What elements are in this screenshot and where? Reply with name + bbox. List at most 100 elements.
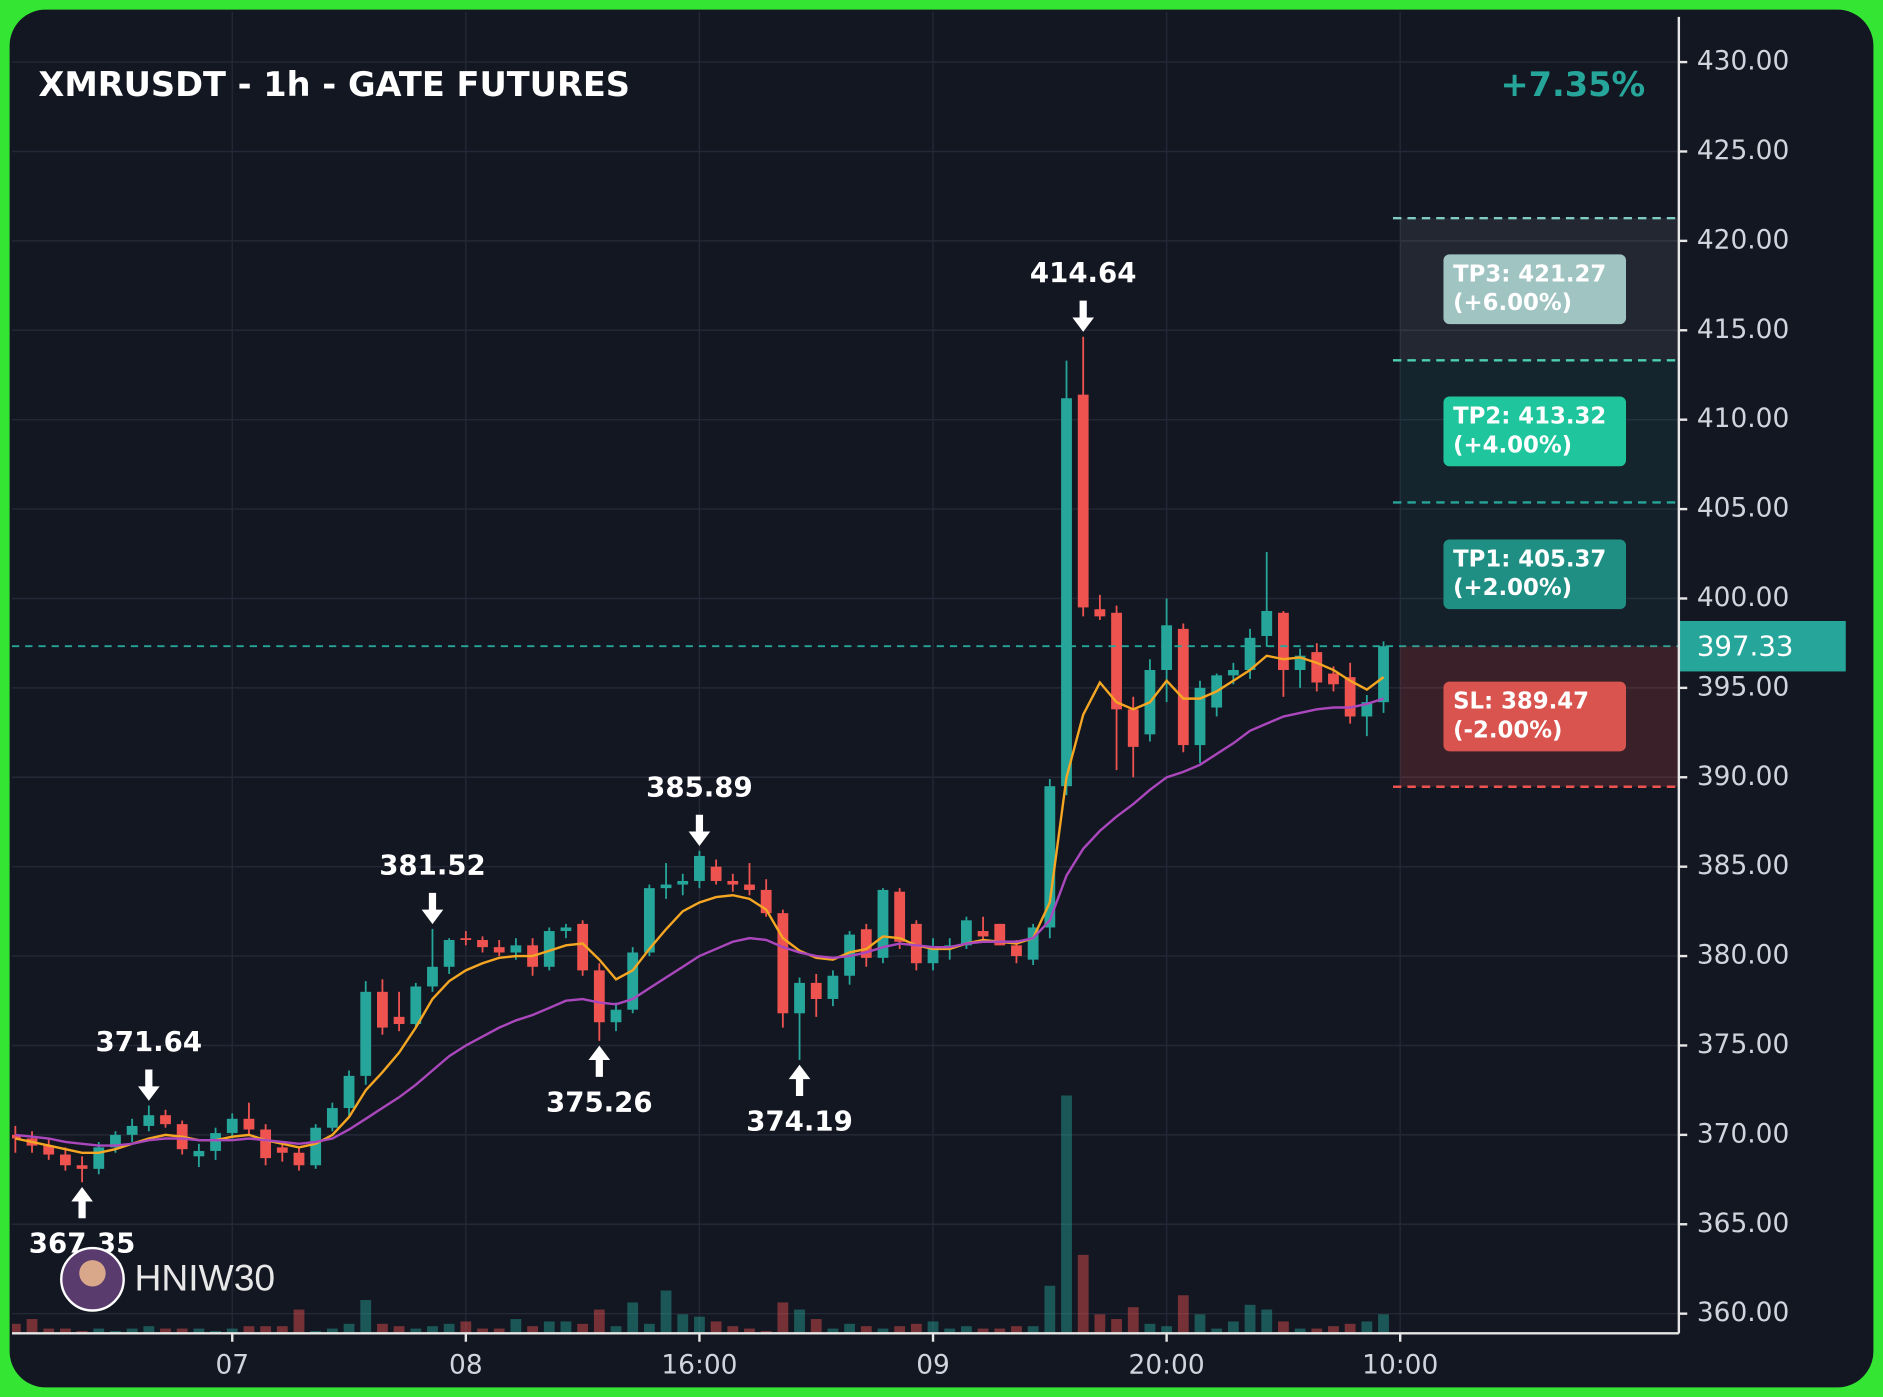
candle-body — [727, 880, 739, 885]
volume-bar — [1127, 1307, 1139, 1334]
volume-bar — [894, 1326, 906, 1334]
x-tick-label: 20:00 — [1129, 1349, 1205, 1380]
volume-bar — [1344, 1323, 1356, 1334]
volume-bar — [243, 1326, 255, 1334]
plot-area — [12, 336, 1389, 1334]
x-tick-label: 16:00 — [661, 1349, 737, 1380]
volume-bar — [927, 1321, 939, 1334]
candle-body — [1061, 398, 1072, 787]
volume-bar — [1077, 1254, 1089, 1334]
volume-bar — [410, 1328, 422, 1334]
candle-body — [427, 966, 438, 987]
chart-title: XMRUSDT - 1h - GATE FUTURES — [38, 65, 630, 104]
candle-body — [360, 991, 372, 1076]
volume-bar — [510, 1319, 522, 1334]
marker-arrow — [421, 892, 444, 925]
volume-bar — [276, 1326, 288, 1334]
candle-body — [293, 1152, 305, 1166]
candle-body — [977, 931, 989, 937]
last-price-box — [1678, 620, 1846, 672]
volume-bar — [1094, 1314, 1106, 1334]
volume-bar — [160, 1328, 171, 1334]
x-tick-label: 07 — [215, 1349, 249, 1380]
candle-body — [794, 982, 805, 1014]
volume-bar — [960, 1326, 972, 1334]
candle-body — [93, 1147, 105, 1169]
change: +7.35% — [1500, 65, 1645, 104]
level-label: TP1: 405.37 — [1453, 546, 1606, 572]
volume-bar — [493, 1328, 505, 1334]
volume-bar — [1261, 1309, 1273, 1334]
marker-arrow — [1072, 300, 1094, 332]
avatar-face — [79, 1260, 106, 1287]
candle-body — [643, 888, 655, 953]
volume-bar — [1044, 1285, 1056, 1334]
candle-body — [994, 923, 1006, 946]
overlay: 360.00 365.00 370.00 375.00 380.00 385.00 390.… — [12, 46, 1846, 1380]
candle-body — [326, 1108, 338, 1128]
candle-body — [927, 947, 939, 964]
level-pct: (-2.00%) — [1453, 717, 1562, 743]
candle-body — [1361, 702, 1373, 717]
candle-body — [377, 991, 388, 1028]
level-box — [1443, 254, 1627, 325]
volume-bar — [593, 1309, 605, 1334]
volume-bar — [994, 1328, 1006, 1334]
volume-bar — [143, 1326, 155, 1334]
candle-body — [694, 855, 705, 881]
volume-bar — [59, 1328, 71, 1334]
watermark: HNIW30 — [135, 1256, 276, 1298]
volume-bar — [360, 1300, 372, 1334]
candle-body — [1044, 786, 1056, 928]
y-tick-label: 405.00 — [1697, 493, 1789, 524]
candle-body — [760, 889, 772, 914]
candle-body — [577, 923, 589, 971]
candle-body — [1094, 609, 1106, 617]
marker-label: 371.64 — [96, 1025, 203, 1058]
candle-body — [610, 1009, 622, 1023]
candle-body — [660, 884, 672, 889]
x-tick-label: 10:00 — [1362, 1349, 1438, 1380]
y-tick-label: 430.00 — [1697, 46, 1789, 77]
candle-body — [960, 920, 972, 946]
volume-bar — [794, 1309, 805, 1334]
volume-bar — [860, 1326, 872, 1334]
candle-body — [76, 1165, 88, 1169]
volume-bar — [93, 1328, 105, 1334]
y-tick-label: 375.00 — [1697, 1029, 1789, 1060]
volume-bar — [443, 1323, 455, 1334]
candle-body — [810, 982, 822, 999]
candle-body — [143, 1115, 155, 1126]
candle-body — [1111, 612, 1122, 710]
candle-body — [510, 945, 522, 953]
candle-body — [410, 986, 422, 1025]
level-pct: (+4.00%) — [1453, 432, 1572, 458]
volume-bar — [660, 1290, 672, 1334]
candle-body — [677, 880, 689, 885]
volume-bar — [126, 1328, 138, 1334]
volume-bar — [260, 1326, 272, 1334]
candle-body — [43, 1145, 55, 1155]
candle-body — [777, 913, 789, 1014]
candle-body — [193, 1150, 205, 1157]
y-tick-label: 410.00 — [1697, 403, 1789, 434]
candle-body — [110, 1134, 121, 1148]
marker-label: 385.89 — [646, 770, 753, 803]
volume-bar — [1227, 1321, 1239, 1334]
volume-bar — [1061, 1095, 1072, 1334]
candle-body — [1127, 709, 1139, 747]
moving-average — [15, 697, 1384, 1147]
volume-bar — [577, 1323, 589, 1334]
volume-bar — [694, 1316, 705, 1334]
volume-bar — [1244, 1304, 1256, 1334]
candle-body — [1077, 394, 1089, 608]
marker-label: 375.26 — [546, 1085, 653, 1118]
level-box — [1443, 396, 1627, 467]
volume-bar — [1177, 1295, 1189, 1334]
volume-bar — [827, 1328, 839, 1334]
level-box — [1443, 681, 1627, 752]
y-tick-label: 400.00 — [1697, 582, 1789, 613]
volume-bar — [477, 1328, 488, 1334]
candle-body — [860, 929, 872, 958]
